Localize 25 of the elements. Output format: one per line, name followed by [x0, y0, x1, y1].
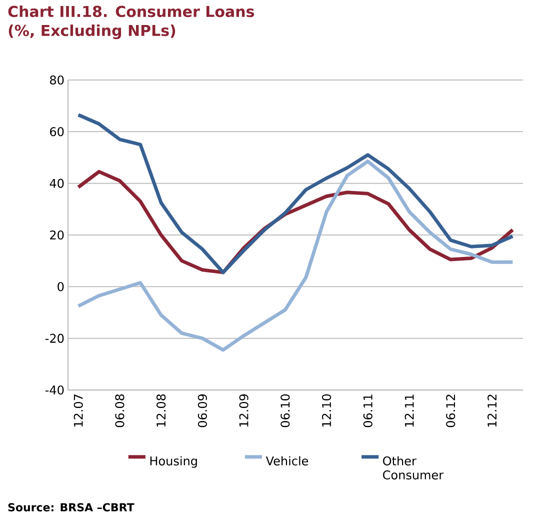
x-tick-label: 12.09 [239, 394, 248, 427]
source-note: Source: BRSA –CBRT [8, 503, 134, 512]
y-tick-label: -40 [45, 385, 64, 395]
y-tick-label: 80 [50, 75, 64, 85]
x-tick-label: 12.12 [488, 394, 496, 427]
y-tick-label: 40 [50, 178, 64, 188]
y-tick-label: 0 [58, 282, 64, 292]
x-tick-label: 06.10 [280, 394, 290, 428]
x-tick-label: 12.10 [322, 394, 332, 427]
y-tick-label: 20 [50, 230, 64, 240]
legend-label: Housing [150, 456, 197, 468]
y-tick-label: 60 [50, 127, 64, 136]
x-tick-label: 06.08 [115, 394, 124, 428]
x-tick-label: 12.08 [156, 394, 166, 427]
legend-label: Vehicle [266, 456, 308, 466]
x-tick-label: 06.11 [363, 394, 372, 428]
chart-subtitle: (%, Excluding NPLs) [8, 24, 176, 40]
x-tick-label: 12.11 [404, 394, 414, 427]
x-tick-label: 12.07 [74, 394, 83, 427]
chart-title: Chart III.18. Consumer Loans [8, 6, 254, 18]
x-tick-label: 06.09 [198, 394, 207, 428]
y-tick-label: -20 [45, 334, 64, 343]
x-tick-label: 06.12 [446, 394, 456, 428]
legend-label: Other Consumer [383, 456, 444, 480]
line-series [76, 113, 514, 274]
